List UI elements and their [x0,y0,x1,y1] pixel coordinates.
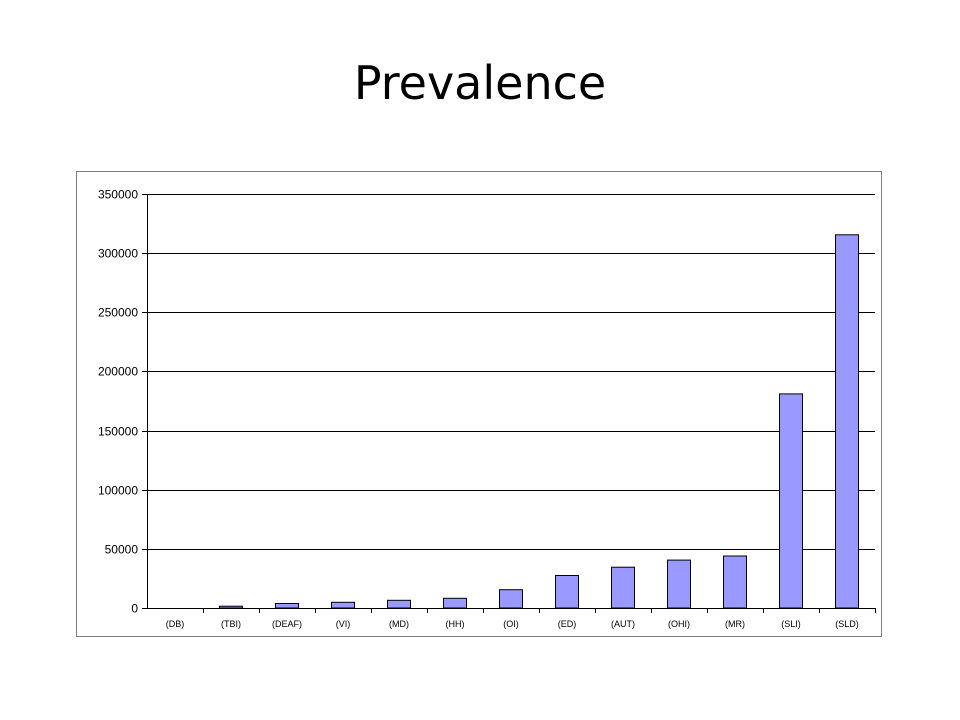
bar-hh [443,597,467,609]
axes [142,194,876,613]
y-tick-labels: 0 50000 100000 150000 200000 250000 300000 3500… [98,188,138,616]
x-tick-label: (MR) [725,619,745,629]
bar-deaf [275,603,299,609]
bar-md [387,599,411,609]
y-tick-label: 200000 [98,365,138,379]
x-tick-label: (DB) [166,619,185,629]
x-tick-label: (HH) [446,619,465,629]
x-tick-label: (OHI) [668,619,690,629]
x-tick-label: (TBI) [221,619,241,629]
bar-sld [835,234,859,609]
bar-chart: 0 50000 100000 150000 200000 250000 300000 3500… [98,188,876,629]
y-tick-label: 150000 [98,425,138,439]
bar-ed [555,575,579,609]
slide-title: Prevalence [353,56,607,110]
x-tick-label: (ED) [558,619,577,629]
bar-sli [779,393,803,609]
y-tick-label: 0 [131,602,138,616]
bar-mr [723,555,747,609]
x-tick-label: (VI) [336,619,351,629]
bar-oi [499,589,523,609]
y-tick-label: 350000 [98,188,138,202]
x-tick-label: (SLI) [781,619,801,629]
y-tick-label: 50000 [105,543,139,557]
x-tick-labels: (DB) (TBI) (DEAF) (VI) (MD) (HH) (OI) (ED) (AUT)… [166,619,859,629]
gridlines [147,194,875,550]
x-tick-label: (OI) [503,619,519,629]
x-tick-label: (DEAF) [272,619,302,629]
bar-vi [331,601,355,609]
chart-frame: 0 50000 100000 150000 200000 250000 300000 3500… [76,171,882,637]
bar-ohi [667,559,691,609]
y-tick-label: 300000 [98,247,138,261]
x-tick-label: (AUT) [611,619,635,629]
x-tick-label: (SLD) [835,619,859,629]
bar-tbi [219,605,243,609]
y-tick-label: 250000 [98,306,138,320]
bars [219,234,859,609]
x-tick-label: (MD) [389,619,409,629]
bar-aut [611,566,635,609]
y-tick-label: 100000 [98,484,138,498]
